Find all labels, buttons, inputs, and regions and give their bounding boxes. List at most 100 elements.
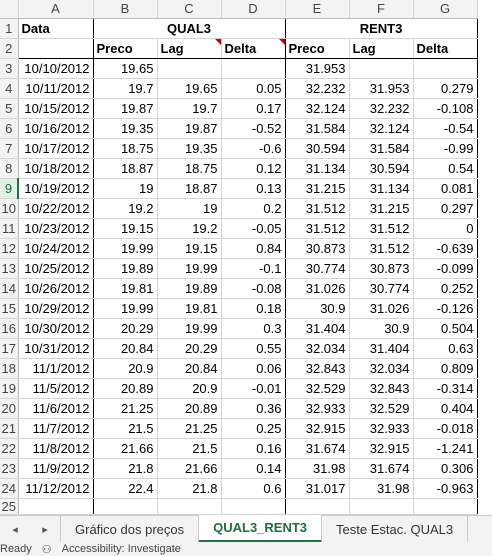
cell[interactable]: 0.404	[413, 398, 478, 419]
cell[interactable]: 0.55	[221, 338, 286, 359]
cell[interactable]: 31.512	[349, 238, 414, 259]
cell[interactable]	[157, 58, 222, 79]
row-header[interactable]: 16	[0, 318, 19, 339]
cell-data-header[interactable]: Data	[17, 17, 94, 39]
cell[interactable]: 10/19/2012	[17, 178, 94, 199]
cell[interactable]: 31.134	[285, 158, 350, 179]
cell[interactable]: 10/23/2012	[17, 218, 94, 239]
cell[interactable]: 0.14	[221, 458, 286, 479]
cell-delta-header[interactable]: Delta	[412, 37, 478, 59]
cell[interactable]: 32.843	[285, 358, 350, 379]
row-header[interactable]: 24	[0, 478, 19, 499]
cell[interactable]: -0.01	[221, 378, 286, 399]
cell[interactable]: 31.674	[285, 438, 350, 459]
cell[interactable]: 31.584	[285, 118, 350, 139]
cell[interactable]: -0.6	[221, 138, 286, 159]
cell[interactable]: 10/24/2012	[17, 238, 94, 259]
row-header[interactable]: 7	[0, 138, 19, 159]
cell[interactable]	[221, 58, 286, 79]
cell[interactable]: 30.774	[349, 278, 414, 299]
cell[interactable]: 19.87	[157, 118, 222, 139]
cell[interactable]: 32.933	[349, 418, 414, 439]
row-header[interactable]: 12	[0, 238, 19, 259]
cell[interactable]: 10/31/2012	[17, 338, 94, 359]
cell[interactable]: 0.63	[413, 338, 478, 359]
cell-qual3-group-header[interactable]: QUAL3	[93, 17, 286, 39]
cell[interactable]: 0.25	[221, 418, 286, 439]
cell-delta-header[interactable]: Delta	[220, 37, 286, 59]
cell[interactable]: 0.2	[221, 198, 286, 219]
row-header[interactable]: 14	[0, 278, 19, 299]
cell[interactable]: 30.873	[285, 238, 350, 259]
column-header-g[interactable]: G	[413, 0, 478, 19]
cell[interactable]	[413, 498, 478, 515]
cell[interactable]: 0.297	[413, 198, 478, 219]
cell[interactable]: 32.124	[285, 98, 350, 119]
cell[interactable]: 10/15/2012	[17, 98, 94, 119]
cell[interactable]: 21.25	[93, 398, 158, 419]
column-header-f[interactable]: F	[349, 0, 414, 19]
cell[interactable]: 31.953	[349, 78, 414, 99]
tab-scroll-next-icon[interactable]: ▸	[42, 524, 48, 536]
cell[interactable]: 32.034	[349, 358, 414, 379]
cell[interactable]: 18.75	[93, 138, 158, 159]
row-header[interactable]: 25	[0, 498, 19, 515]
column-header-e[interactable]: E	[285, 0, 350, 19]
cell[interactable]: 19.87	[93, 98, 158, 119]
cell[interactable]: 19.2	[93, 198, 158, 219]
row-header[interactable]: 11	[0, 218, 19, 239]
cell[interactable]: 10/17/2012	[17, 138, 94, 159]
cell[interactable]: 19.99	[93, 298, 158, 319]
cell[interactable]: 32.034	[285, 338, 350, 359]
row-header[interactable]: 2	[0, 38, 19, 59]
column-header-c[interactable]: C	[157, 0, 222, 19]
cell[interactable]: 19.15	[157, 238, 222, 259]
cell[interactable]: 21.8	[93, 458, 158, 479]
cell[interactable]: -0.108	[413, 98, 478, 119]
cell[interactable]	[157, 498, 222, 515]
cell[interactable]: 31.134	[349, 178, 414, 199]
cell[interactable]: 20.84	[157, 358, 222, 379]
row-header[interactable]: 19	[0, 378, 19, 399]
row-header[interactable]: 22	[0, 438, 19, 459]
cell[interactable]: 0.6	[221, 478, 286, 499]
cell[interactable]: 10/25/2012	[17, 258, 94, 279]
cell[interactable]: -0.639	[413, 238, 478, 259]
cell[interactable]: 10/22/2012	[17, 198, 94, 219]
cell[interactable]: 21.5	[157, 438, 222, 459]
cell[interactable]	[413, 58, 478, 79]
cell[interactable]: 31.026	[349, 298, 414, 319]
cell[interactable]: 0.081	[413, 178, 478, 199]
cell[interactable]: 0.17	[221, 98, 286, 119]
cell[interactable]: 30.9	[349, 318, 414, 339]
cell[interactable]: 0.809	[413, 358, 478, 379]
cell[interactable]: 21.66	[157, 458, 222, 479]
cell[interactable]: 0.16	[221, 438, 286, 459]
cell[interactable]: 31.584	[349, 138, 414, 159]
cell[interactable]: 0.06	[221, 358, 286, 379]
cell[interactable]: 31.404	[285, 318, 350, 339]
cell[interactable]: 32.529	[285, 378, 350, 399]
cell[interactable]: 32.232	[349, 98, 414, 119]
cell[interactable]: 32.232	[285, 78, 350, 99]
row-header[interactable]: 1	[0, 18, 19, 39]
cell[interactable]: 18.87	[157, 178, 222, 199]
cell[interactable]: 19.99	[157, 258, 222, 279]
cell[interactable]: 31.98	[285, 458, 350, 479]
cell[interactable]: -0.08	[221, 278, 286, 299]
cell[interactable]: 31.215	[285, 178, 350, 199]
cell[interactable]: 20.89	[157, 398, 222, 419]
cell[interactable]: 31.953	[285, 58, 350, 79]
cell[interactable]: 19	[93, 178, 158, 199]
cell[interactable]: -0.52	[221, 118, 286, 139]
cell[interactable]: -1.241	[413, 438, 478, 459]
cell[interactable]: 19.99	[93, 238, 158, 259]
cell[interactable]: 31.512	[285, 218, 350, 239]
row-header[interactable]: 20	[0, 398, 19, 419]
cell[interactable]: 19.81	[157, 298, 222, 319]
cell[interactable]: -0.126	[413, 298, 478, 319]
cell[interactable]: 32.124	[349, 118, 414, 139]
cell[interactable]: 0.12	[221, 158, 286, 179]
cell[interactable]: 10/10/2012	[17, 58, 94, 79]
cell[interactable]: 10/11/2012	[17, 78, 94, 99]
